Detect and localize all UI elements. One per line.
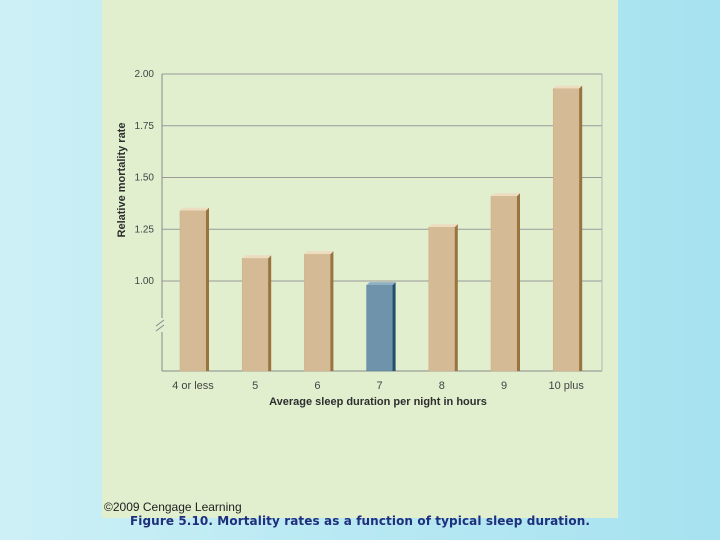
axes [155, 74, 603, 372]
bar-face [552, 88, 580, 372]
y-axis-title: Relative mortality rate [116, 123, 128, 238]
bar-4 [366, 282, 396, 372]
bar-top [242, 255, 272, 259]
bar-5 [428, 224, 458, 372]
figure-caption: Figure 5.10. Mortality rates as a functi… [129, 514, 590, 528]
x-tick-label: 6 [314, 380, 320, 392]
y-tick-label: 2.00 [135, 69, 155, 80]
x-tick-label: 8 [439, 380, 445, 392]
bar-top [553, 85, 583, 89]
x-tick-label: 5 [252, 380, 258, 392]
bar-top [304, 251, 334, 255]
gridlines [162, 73, 602, 282]
bar-face [304, 253, 331, 372]
y-tick-label: 1.25 [135, 224, 155, 235]
x-axis-title: Average sleep duration per night in hour… [269, 396, 487, 408]
bar-side [206, 207, 209, 371]
bar-face [179, 210, 207, 372]
bar-top [180, 207, 209, 211]
bar-side [392, 282, 396, 371]
bar-side [517, 193, 520, 371]
bar-top [366, 282, 396, 286]
bar-top [428, 224, 458, 228]
bar-7 [552, 85, 583, 372]
bar-side [268, 255, 272, 371]
bar-top [491, 193, 520, 197]
x-tick-label: 7 [377, 380, 383, 392]
x-tick-label: 4 or less [172, 380, 214, 392]
bar-side [330, 251, 334, 371]
y-tick-label: 1.75 [135, 121, 155, 132]
bar-side [454, 224, 458, 371]
bar-6 [490, 193, 520, 372]
bar-2 [241, 255, 272, 372]
bar-face [428, 226, 456, 372]
y-tick-label: 1.00 [135, 276, 155, 287]
bar-3 [304, 251, 334, 372]
axis-break-mark [155, 324, 165, 332]
bar-face [490, 195, 518, 372]
x-tick-label: 10 plus [548, 380, 584, 392]
tick-labels: 2.00 1.75 1.50 1.25 1.00 4 or less 5 6 7 8 9 10 plu… [135, 69, 585, 392]
bar-side [579, 85, 583, 372]
copyright-notice: ©2009 Cengage Learning [104, 500, 242, 514]
bars [179, 85, 583, 372]
bar-face [366, 284, 393, 372]
axis-break-mark [155, 319, 165, 327]
y-tick-label: 1.50 [135, 173, 155, 184]
bar-1 [179, 207, 209, 372]
x-tick-label: 9 [501, 380, 507, 392]
bar-face [241, 257, 269, 372]
